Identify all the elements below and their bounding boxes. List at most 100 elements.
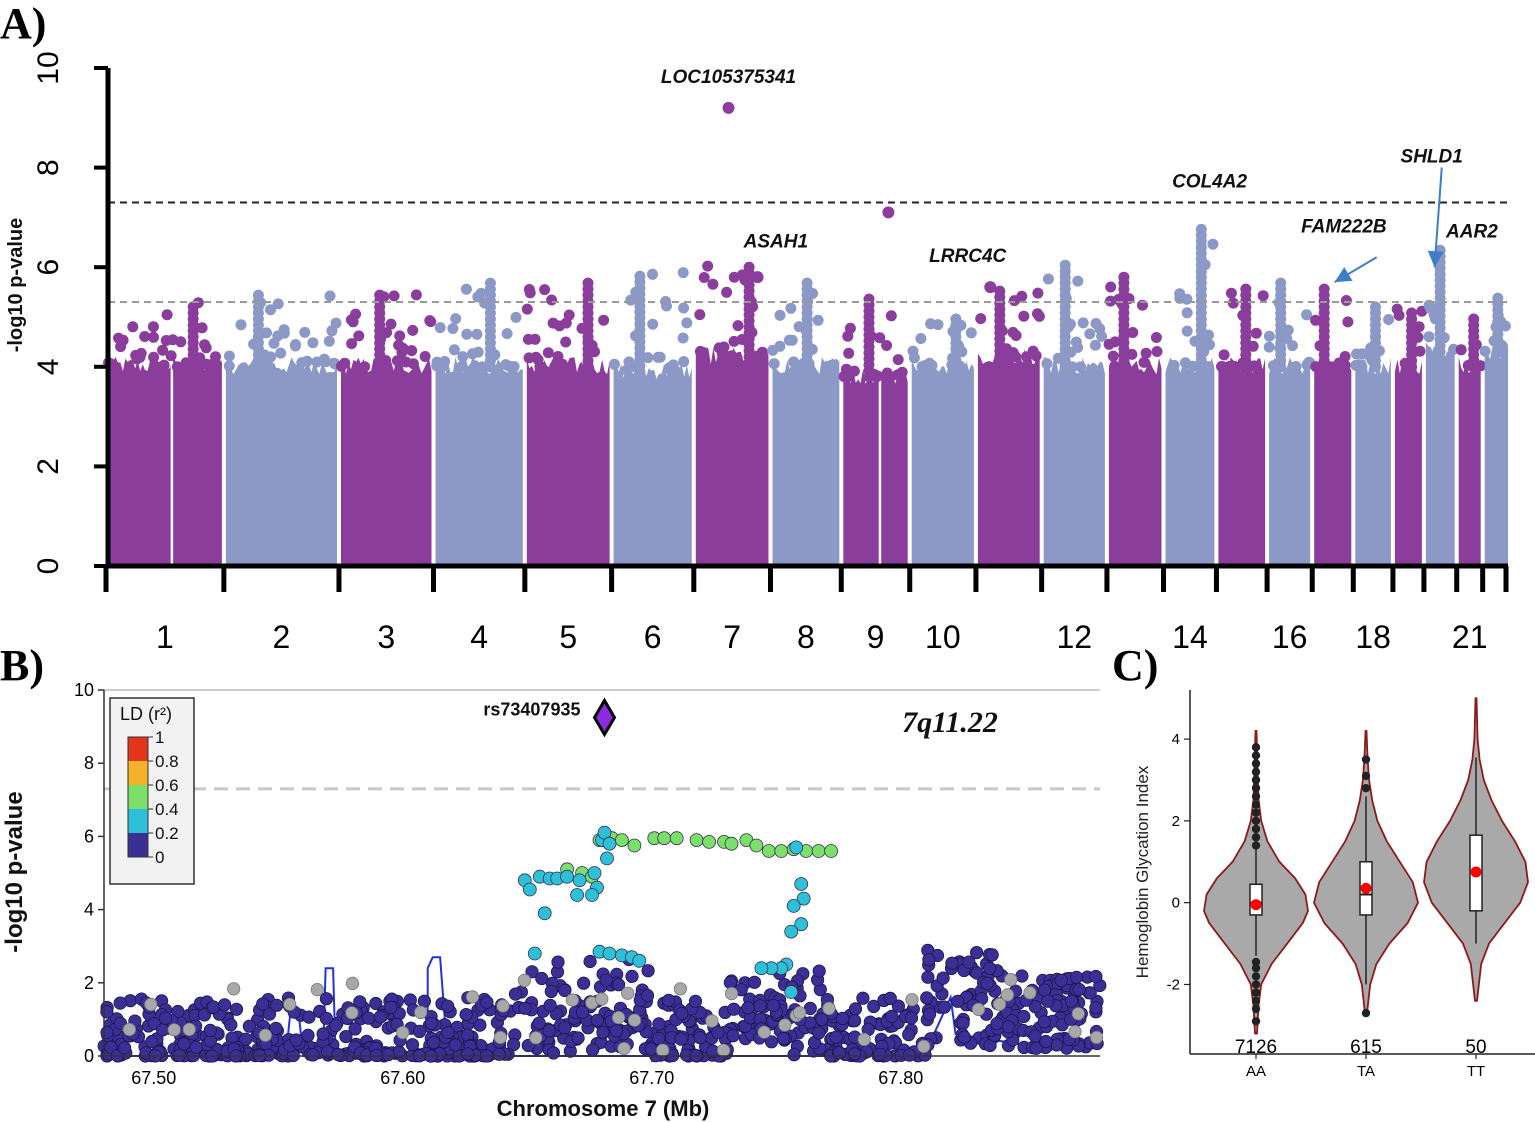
snp-point (848, 1047, 862, 1061)
snp-point (1041, 358, 1053, 370)
snp-point (873, 1047, 887, 1061)
snp-point (915, 333, 927, 344)
snp-point (508, 361, 520, 372)
snp-point (549, 361, 561, 373)
snp-point-green-arc (761, 844, 776, 858)
snp-point (753, 999, 767, 1013)
snp-point (177, 1037, 191, 1051)
snp-point (547, 317, 559, 329)
chromosome-label: 5 (559, 619, 577, 655)
snp-point (1424, 302, 1436, 314)
snp-point (265, 304, 276, 316)
legend-labels: 1 0.8 0.6 0.4 0.2 0 (148, 728, 179, 867)
snp-point (956, 1016, 970, 1030)
snp-point (596, 1025, 610, 1040)
snp-point (544, 984, 558, 999)
snp-point (558, 983, 572, 998)
snp-point-green-arc (689, 833, 704, 847)
snp-point (148, 351, 160, 363)
snp-point (448, 1038, 463, 1052)
snp-point (472, 346, 484, 358)
y-tick-label: 8 (32, 159, 65, 176)
snp-point (410, 289, 422, 301)
snp-point (301, 1028, 315, 1043)
snp-point (461, 328, 473, 340)
snp-point (296, 357, 308, 369)
snp-point-no-ld (617, 1042, 631, 1056)
chromosome-14-column (1165, 357, 1215, 566)
snp-point (330, 317, 342, 329)
x-ticks: 1 2 3 4 5 6 7 8 9 10 12 14 16 18 21 (103, 566, 1509, 655)
snp-point (361, 1011, 375, 1025)
snp-point (319, 1011, 333, 1025)
chromosome-16-column (1269, 357, 1311, 566)
x-tick-label: TT (1467, 1063, 1485, 1080)
snp-point (608, 358, 620, 370)
chromosome-12 (1041, 259, 1108, 566)
snp-point (1016, 290, 1028, 302)
y-ticks: 0 2 4 6 8 10 (32, 51, 108, 574)
chromosome-13 (1103, 271, 1163, 566)
outlier-point (1251, 767, 1261, 776)
chromosome-label: 14 (1172, 619, 1208, 655)
snp-point-cyan-arc (784, 985, 799, 999)
lead-snp-diamond (592, 697, 617, 738)
lead-snp-point (722, 101, 735, 114)
chromosome-20 (1423, 244, 1460, 566)
snp-point (117, 334, 129, 346)
lead-snp: rs73407935 (483, 697, 617, 738)
snp-point (1370, 301, 1381, 313)
snp-point-cyan-arc (632, 953, 647, 968)
snp-point (1077, 317, 1089, 329)
legend-swatch-border (127, 736, 149, 858)
y-axis-title: -log10 p-value (5, 218, 27, 352)
snp-point (501, 328, 513, 340)
snp-point (1072, 275, 1084, 287)
snp-point-no-ld (465, 990, 480, 1004)
snp-point (218, 998, 232, 1012)
snp-point (885, 1009, 899, 1024)
snp-point (766, 998, 780, 1013)
snp-point (945, 956, 959, 970)
x-tick-label: 67.50 (131, 1068, 176, 1088)
chromosome-7-column (695, 347, 769, 566)
snp-point-no-ld (345, 1006, 359, 1020)
y-tick-label: -2 (1167, 976, 1180, 993)
snp-point (1250, 327, 1262, 339)
chromosome-label: 12 (1057, 619, 1093, 655)
snp-point-cyan-arc (522, 882, 537, 897)
snp-point (826, 359, 837, 371)
snp-point (937, 1000, 952, 1014)
snp-point (1010, 330, 1022, 341)
y-tick-label: 10 (32, 51, 65, 84)
snp-point-no-ld (182, 1022, 196, 1037)
snp-point (727, 1002, 741, 1016)
snp-point (100, 1005, 114, 1019)
snp-point (359, 361, 371, 373)
snp-point (583, 954, 597, 969)
snp-point (1391, 303, 1403, 315)
snp-point (157, 344, 169, 356)
snp-point (675, 1006, 689, 1021)
snp-point (957, 1030, 971, 1044)
y-ticks: -2 0 2 4 (1167, 731, 1190, 993)
legend-label: 0 (155, 848, 164, 867)
snp-point (677, 267, 689, 279)
snp-point (787, 1048, 801, 1062)
snp-point (400, 356, 412, 368)
violin-AA (1203, 730, 1309, 1035)
snp-point (922, 953, 936, 967)
snp-point-green-arc (811, 844, 826, 858)
snp-point (1017, 1009, 1031, 1024)
violin-TA (1313, 730, 1419, 1018)
snp-point (1118, 271, 1130, 283)
snp-point (1179, 357, 1191, 369)
outlier-point (1361, 771, 1371, 781)
snp-point-no-ld (724, 986, 739, 1001)
chromosome-2 (223, 289, 342, 566)
snp-point (448, 344, 460, 356)
snp-point (1018, 310, 1030, 322)
y-axis-title: -log10 p-value (1, 791, 28, 952)
snp-point (1072, 342, 1084, 353)
snp-point (674, 1032, 688, 1046)
